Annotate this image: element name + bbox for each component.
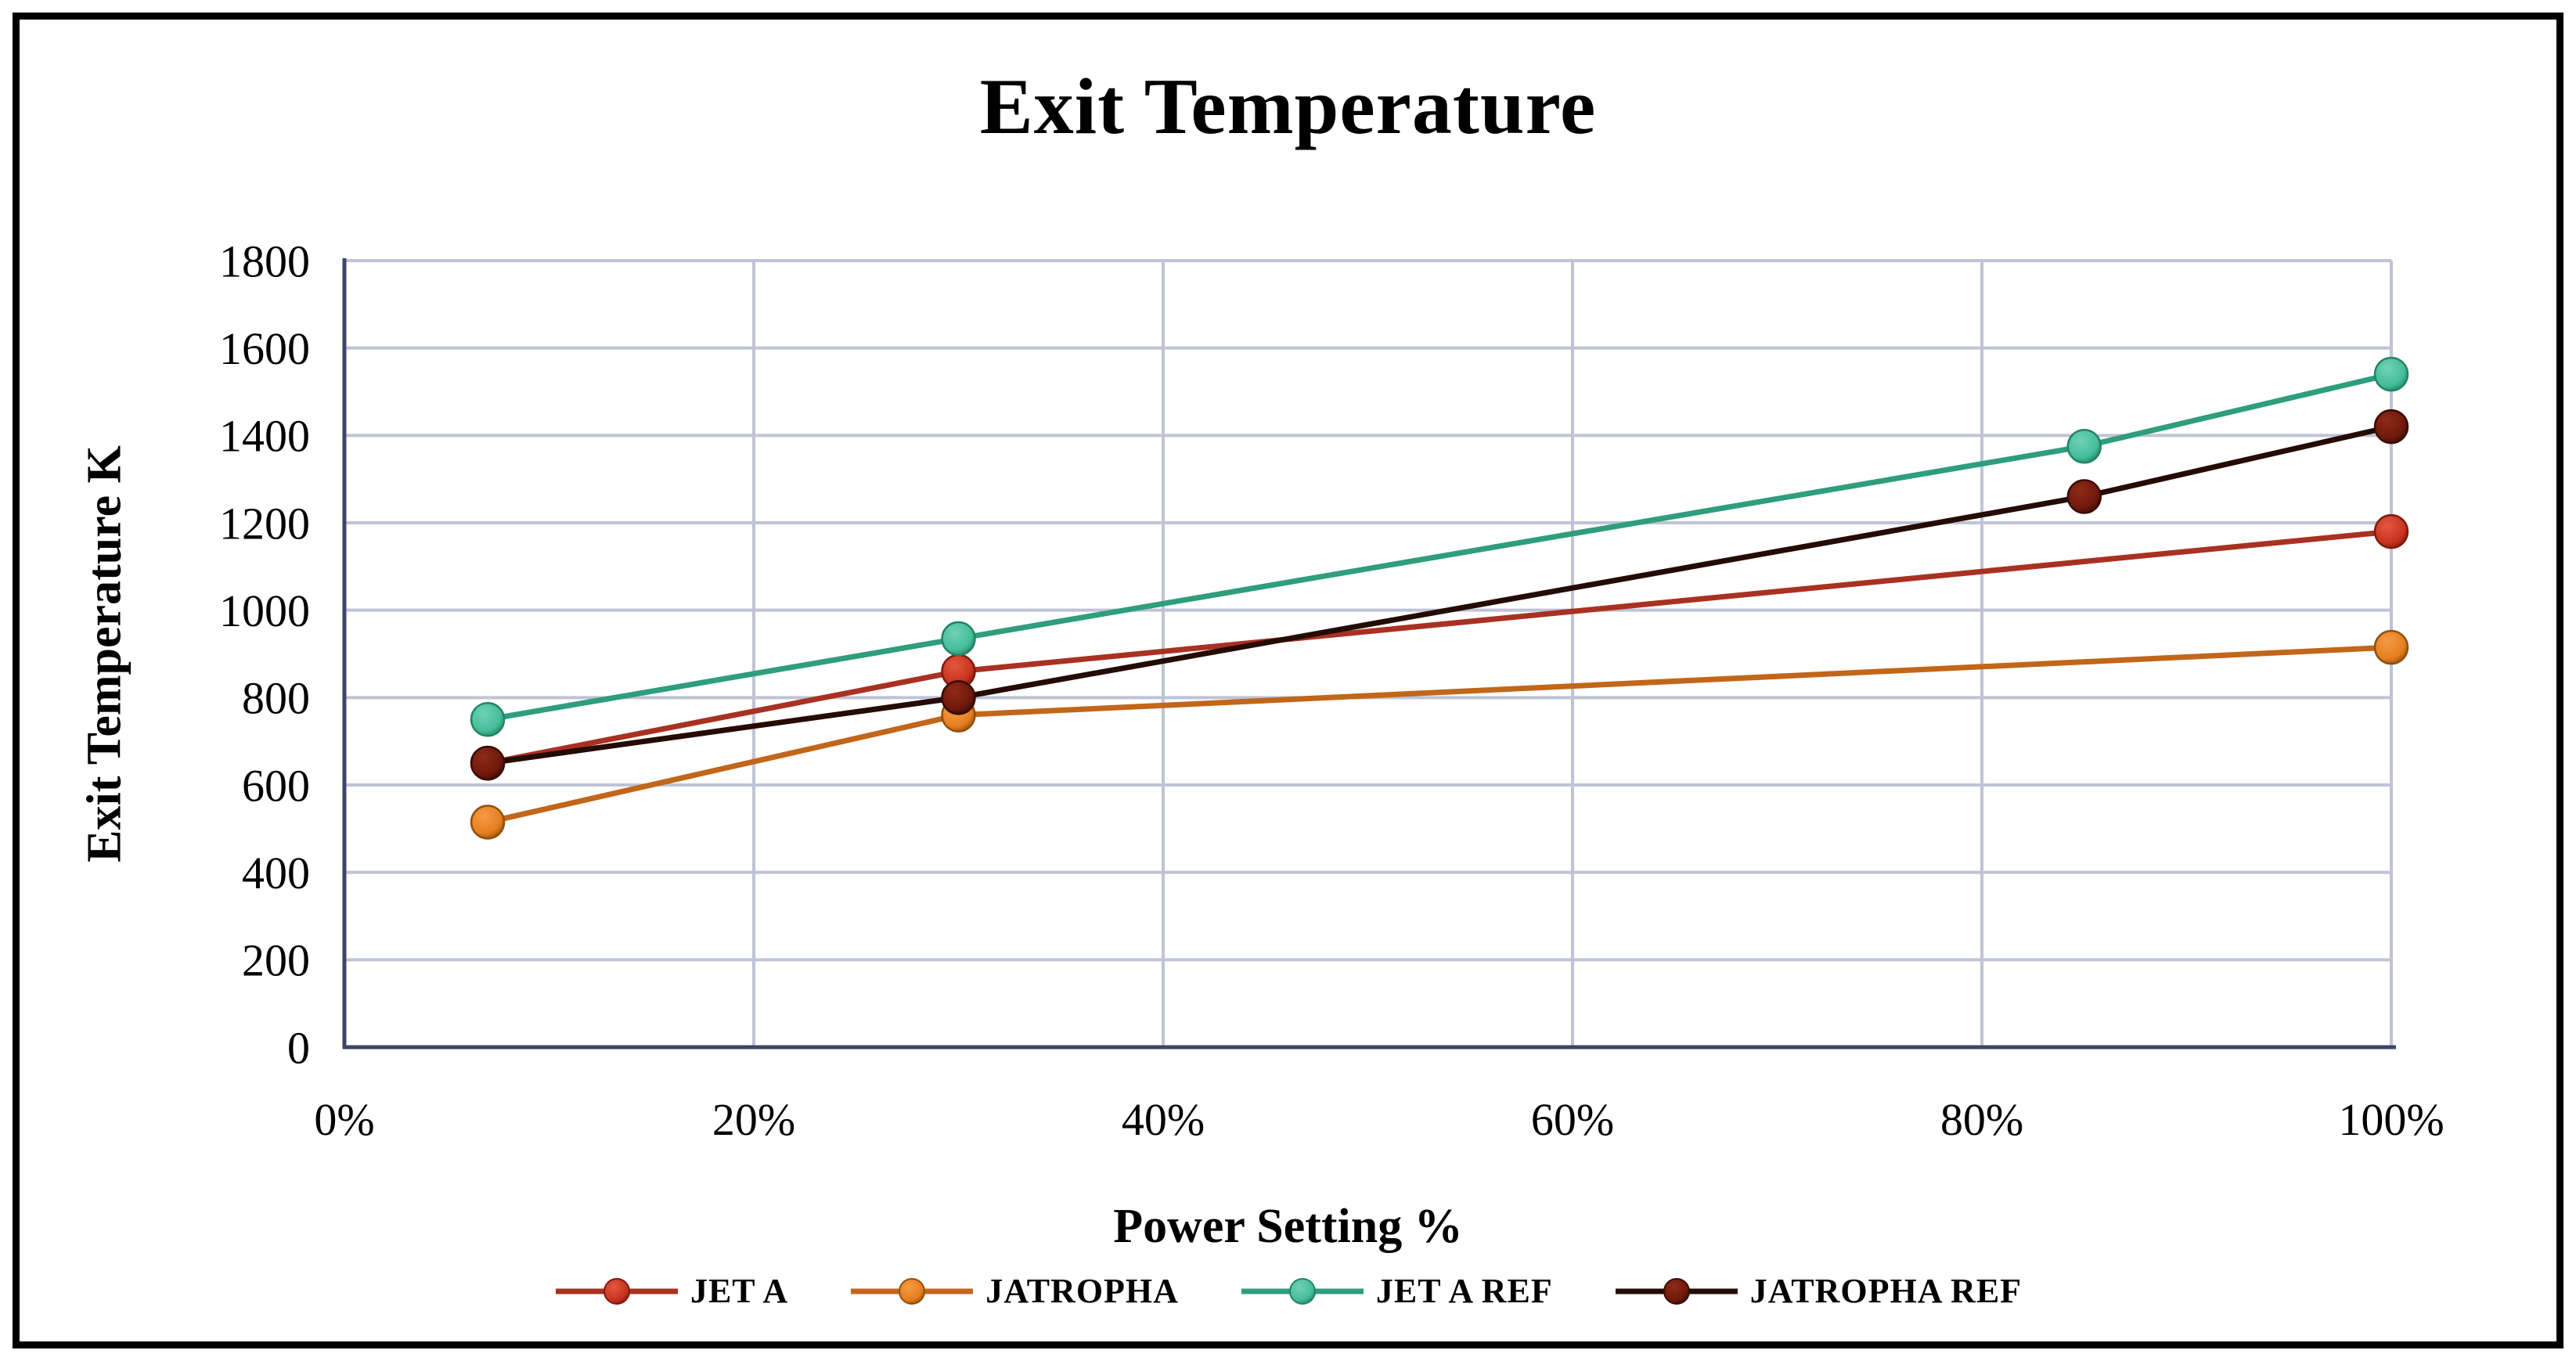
data-point-jatropha-ref-85 (2066, 479, 2102, 514)
legend-label: JATROPHA REF (1749, 1272, 2023, 1310)
data-point-jatropha-ref-100 (2373, 409, 2409, 445)
chart-legend: JET A JATROPHA JET A REF JATROPHA REF (0, 1271, 2576, 1311)
data-point-jet-a-ref-85 (2066, 429, 2102, 464)
chart-title: Exit Temperature (979, 63, 1597, 151)
data-point-jet-a-ref-7 (470, 702, 506, 737)
legend-label: JET A (690, 1272, 789, 1310)
y-tick-label-400: 400 (242, 848, 310, 898)
x-tick-label-100: 100% (2338, 1094, 2444, 1145)
y-tick-label-1800: 1800 (219, 236, 310, 286)
x-tick-label-20: 20% (712, 1094, 795, 1145)
data-point-jatropha-7 (470, 805, 506, 840)
x-tick-label-0: 0% (314, 1094, 374, 1145)
legend-marker-jet-a (555, 1277, 678, 1305)
series-line-jet-a (485, 528, 2394, 766)
series-line-jatropha (485, 644, 2394, 825)
x-axis-title: Power Setting % (1113, 1200, 1463, 1253)
series-line-jatropha-ref (485, 423, 2394, 766)
y-tick-label-800: 800 (242, 673, 310, 724)
y-tick-label-1400: 1400 (219, 411, 310, 462)
legend-item-jatropha-ref: JATROPHA REF (1614, 1271, 2022, 1311)
x-tick-label-60: 60% (1531, 1094, 1614, 1145)
y-tick-label-1200: 1200 (219, 498, 310, 549)
x-tick-label-40: 40% (1122, 1094, 1205, 1145)
data-point-jatropha-ref-7 (470, 745, 506, 781)
legend-item-jatropha: JATROPHA (849, 1271, 1179, 1311)
y-tick-label-600: 600 (242, 760, 310, 811)
legend-marker-jatropha (851, 1277, 974, 1305)
legend-marker-jatropha-ref (1615, 1277, 1738, 1305)
legend-marker-jet-a-ref (1241, 1277, 1364, 1305)
data-point-jatropha-ref-30 (941, 680, 976, 715)
y-tick-label-0: 0 (287, 1022, 310, 1073)
legend-item-jet-a-ref: JET A REF (1240, 1271, 1553, 1311)
y-tick-label-1000: 1000 (219, 585, 310, 636)
legend-label: JET A REF (1375, 1272, 1553, 1310)
y-tick-label-200: 200 (242, 935, 310, 986)
legend-item-jet-a: JET A (554, 1271, 788, 1311)
y-tick-label-1600: 1600 (219, 323, 310, 374)
data-point-jet-a-ref-30 (941, 621, 976, 657)
data-point-jatropha-100 (2373, 629, 2409, 665)
x-tick-label-80: 80% (1940, 1094, 2023, 1145)
data-point-jet-a-100 (2373, 513, 2409, 549)
data-point-jet-a-ref-100 (2373, 356, 2409, 392)
legend-label: JATROPHA (985, 1272, 1179, 1310)
series-line-jet-a-ref (485, 371, 2394, 722)
